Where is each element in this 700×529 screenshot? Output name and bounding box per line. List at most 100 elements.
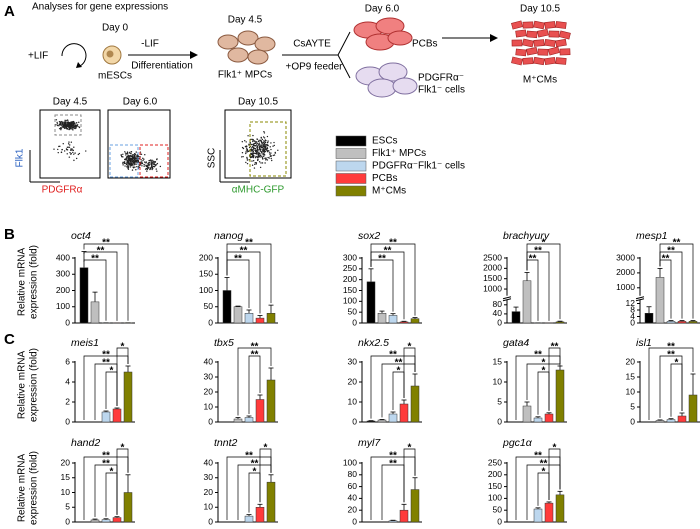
facs-dot xyxy=(129,162,132,164)
facs-dot xyxy=(254,152,257,155)
facs-dot xyxy=(135,151,137,153)
facs-dot xyxy=(61,124,63,127)
facs-dot xyxy=(151,166,154,168)
y-tick-label: 0 xyxy=(497,317,502,327)
facs-dot xyxy=(252,149,254,152)
significance-label: ** xyxy=(395,358,403,369)
arrow-head xyxy=(190,51,198,59)
facs-dot xyxy=(254,148,257,150)
facs-dot xyxy=(266,159,269,161)
significance-label: ** xyxy=(102,350,110,361)
facs-dot xyxy=(124,158,126,161)
facs-dot xyxy=(127,153,129,155)
significance-label: ** xyxy=(534,350,542,361)
facs-dot xyxy=(73,159,75,162)
significance-bracket xyxy=(237,464,272,520)
significance-bracket xyxy=(370,259,394,312)
facs-dot xyxy=(130,151,132,153)
y-tick-label: 4 xyxy=(630,311,635,321)
facs-dot xyxy=(258,142,261,144)
facs-dot xyxy=(267,156,269,159)
facs-dot xyxy=(67,125,69,128)
y-tick-label: 15 xyxy=(493,356,503,366)
significance-bracket xyxy=(648,347,694,420)
y-tick-label: 20 xyxy=(348,376,358,386)
facs-dot xyxy=(133,160,135,162)
facs-dot xyxy=(126,151,129,153)
pdgfra-cells xyxy=(355,62,418,98)
facs-dot xyxy=(261,158,264,160)
facs-dot xyxy=(71,125,73,128)
facs-dot xyxy=(246,158,248,160)
myocyte xyxy=(511,39,523,47)
facs-dot xyxy=(251,145,254,148)
facs-dot xyxy=(268,152,271,154)
bar xyxy=(688,321,698,324)
cell-label: PCBs xyxy=(412,39,438,50)
facs-dot xyxy=(68,127,71,129)
facs-dot xyxy=(128,158,131,160)
myocyte xyxy=(544,21,556,29)
facs-dot xyxy=(263,132,266,134)
bar xyxy=(123,371,133,423)
chart-title: mesp1 xyxy=(636,230,668,242)
facs-dot xyxy=(254,149,257,152)
facs-dot xyxy=(141,161,143,163)
facs-dot xyxy=(245,149,248,151)
chart-title: oct4 xyxy=(71,230,91,242)
facs-dot xyxy=(124,151,126,153)
significance-label: ** xyxy=(91,254,99,265)
facs-dot xyxy=(141,165,143,167)
facs-dot xyxy=(134,158,136,160)
significance-label: * xyxy=(110,467,114,478)
significance-bracket xyxy=(83,259,107,321)
facs-dot xyxy=(266,135,269,138)
y-tick-label: 150 xyxy=(488,481,502,491)
facs-dot xyxy=(134,160,136,162)
facs-dot xyxy=(252,140,254,142)
y-tick-label: 5 xyxy=(497,396,502,406)
facs-dot xyxy=(131,158,134,160)
bar-chart: nanog 0 50 100 150 200 ****** xyxy=(199,230,278,327)
bar xyxy=(377,419,387,423)
myocyte xyxy=(526,30,538,39)
facs-dot xyxy=(72,149,75,152)
facs-dot xyxy=(72,151,74,154)
facs-dot xyxy=(256,150,258,152)
significance-bracket xyxy=(515,355,561,420)
facs-dot xyxy=(69,144,71,146)
pcb-cluster xyxy=(353,17,413,51)
facs-dot xyxy=(66,119,69,121)
facs-dot xyxy=(254,145,256,147)
facs-dot xyxy=(132,166,135,169)
facs-dot xyxy=(65,120,67,122)
myocyte xyxy=(548,30,560,38)
myocyte xyxy=(537,48,549,56)
facs-dot xyxy=(264,157,266,160)
facs-dot xyxy=(142,159,144,162)
bar xyxy=(90,519,100,523)
facs-dot xyxy=(256,144,258,146)
bar-chart: oct4 0 100 200 300 400 ****** xyxy=(56,230,135,327)
facs-dot xyxy=(262,154,264,156)
facs-dot xyxy=(251,143,253,146)
axis-break-mark xyxy=(502,298,512,302)
y-tick-label: 20 xyxy=(204,487,214,497)
facs-dot xyxy=(149,159,151,162)
facs-dot xyxy=(251,156,253,158)
y-tick-label: 0 xyxy=(65,516,70,526)
y-tick-label: 40 xyxy=(348,493,358,503)
facs-dot xyxy=(262,136,265,138)
significance-bracket xyxy=(226,259,250,308)
facs-dot xyxy=(245,147,248,150)
facs-dot xyxy=(66,128,69,130)
facs-dot xyxy=(261,142,263,144)
significance-bracket xyxy=(83,456,129,520)
significance-bracket xyxy=(83,243,129,321)
facs-dot xyxy=(263,154,266,156)
significance-label: ** xyxy=(384,246,392,257)
significance-label: ** xyxy=(540,459,548,470)
y-tick-label: 1500 xyxy=(483,273,502,283)
facs-dot xyxy=(61,148,63,151)
